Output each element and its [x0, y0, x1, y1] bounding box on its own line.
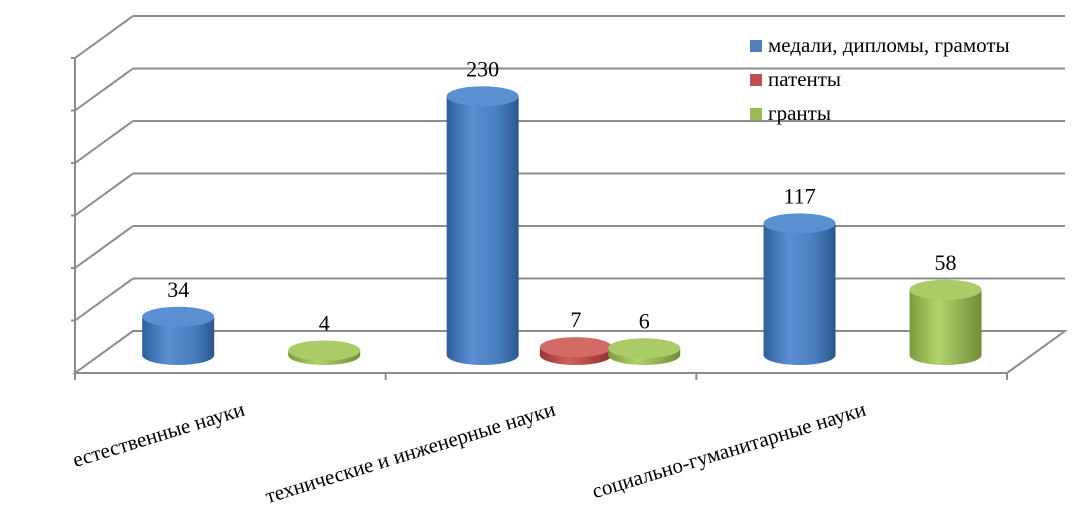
category-label: технические и инженерные науки [262, 397, 558, 508]
legend-swatch [750, 74, 762, 86]
category-label: социально-гуманитарные науки [589, 397, 869, 503]
category-label: естественные науки [70, 397, 248, 472]
data-label: 230 [466, 56, 499, 81]
bar-top [763, 213, 836, 234]
bar [539, 337, 612, 365]
data-label: 4 [319, 311, 330, 336]
bars [142, 86, 982, 365]
bar [608, 338, 681, 365]
gridline-side [74, 277, 134, 322]
bar [142, 306, 215, 365]
legend-label: патенты [768, 67, 841, 91]
gridline-side [74, 172, 134, 217]
bar-body [446, 96, 519, 365]
data-label: 34 [167, 277, 189, 302]
bar [288, 340, 361, 365]
bar [763, 213, 836, 365]
gridline-side [74, 15, 134, 59]
gridline-side [74, 67, 134, 112]
category-labels: естественные науки технические и инженерн… [70, 397, 869, 508]
legend-swatch [750, 108, 762, 120]
data-label: 7 [570, 307, 581, 332]
gridline-side [74, 120, 134, 164]
bar [446, 86, 519, 365]
bar [909, 279, 982, 365]
data-label: 6 [639, 308, 650, 333]
bar-body [909, 289, 982, 365]
bar-top [608, 338, 681, 359]
bar-body [142, 316, 215, 365]
bar-top [446, 86, 519, 107]
legend-swatch [750, 40, 762, 52]
legend-label: гранты [768, 101, 831, 125]
bar-top [909, 279, 982, 300]
data-labels: 34 4 230 7 6 117 58 [167, 56, 956, 335]
data-label: 117 [783, 183, 815, 208]
bar-top [142, 306, 215, 327]
bar-top [288, 340, 361, 361]
legend-label: медали, дипломы, грамоты [768, 33, 1010, 57]
legend: медали, дипломы, грамоты патенты гранты [750, 33, 1010, 125]
bar-top [539, 337, 612, 358]
data-label: 58 [935, 250, 957, 275]
gridline-side [74, 225, 134, 269]
bar-body [763, 223, 836, 365]
grid [71, 15, 1069, 380]
